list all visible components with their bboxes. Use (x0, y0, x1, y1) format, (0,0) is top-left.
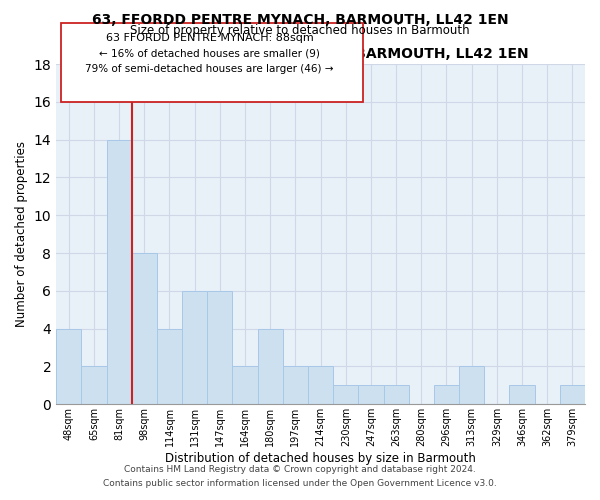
Bar (207, 291, 232, 405)
Bar (257, 328, 283, 404)
Text: ← 16% of detached houses are smaller (9): ← 16% of detached houses are smaller (9) (99, 48, 320, 58)
Bar (358, 386, 383, 404)
Bar (308, 366, 333, 405)
Y-axis label: Number of detached properties: Number of detached properties (15, 141, 28, 327)
Bar (333, 386, 358, 404)
X-axis label: Distribution of detached houses by size in Barmouth: Distribution of detached houses by size … (165, 452, 476, 465)
Text: 63 FFORDD PENTRE MYNACH: 88sqm: 63 FFORDD PENTRE MYNACH: 88sqm (106, 34, 313, 43)
Text: Size of property relative to detached houses in Barmouth: Size of property relative to detached ho… (130, 24, 470, 37)
Bar (56, 328, 82, 404)
Text: Contains HM Land Registry data © Crown copyright and database right 2024.
Contai: Contains HM Land Registry data © Crown c… (103, 466, 497, 487)
Bar (560, 386, 585, 404)
Text: 63, FFORDD PENTRE MYNACH, BARMOUTH, LL42 1EN: 63, FFORDD PENTRE MYNACH, BARMOUTH, LL42… (92, 12, 508, 26)
FancyBboxPatch shape (61, 23, 363, 102)
Bar (132, 253, 157, 404)
Bar (383, 386, 409, 404)
Bar (509, 386, 535, 404)
Bar (182, 291, 207, 405)
Bar (157, 328, 182, 404)
Title: 63, FFORDD PENTRE MYNACH, BARMOUTH, LL42 1EN: 63, FFORDD PENTRE MYNACH, BARMOUTH, LL42… (112, 48, 529, 62)
Bar (107, 140, 132, 404)
Bar (434, 386, 459, 404)
Bar (459, 366, 484, 405)
Bar (82, 366, 107, 405)
Bar (232, 366, 257, 405)
Text: 79% of semi-detached houses are larger (46) →: 79% of semi-detached houses are larger (… (85, 64, 334, 74)
Bar (283, 366, 308, 405)
